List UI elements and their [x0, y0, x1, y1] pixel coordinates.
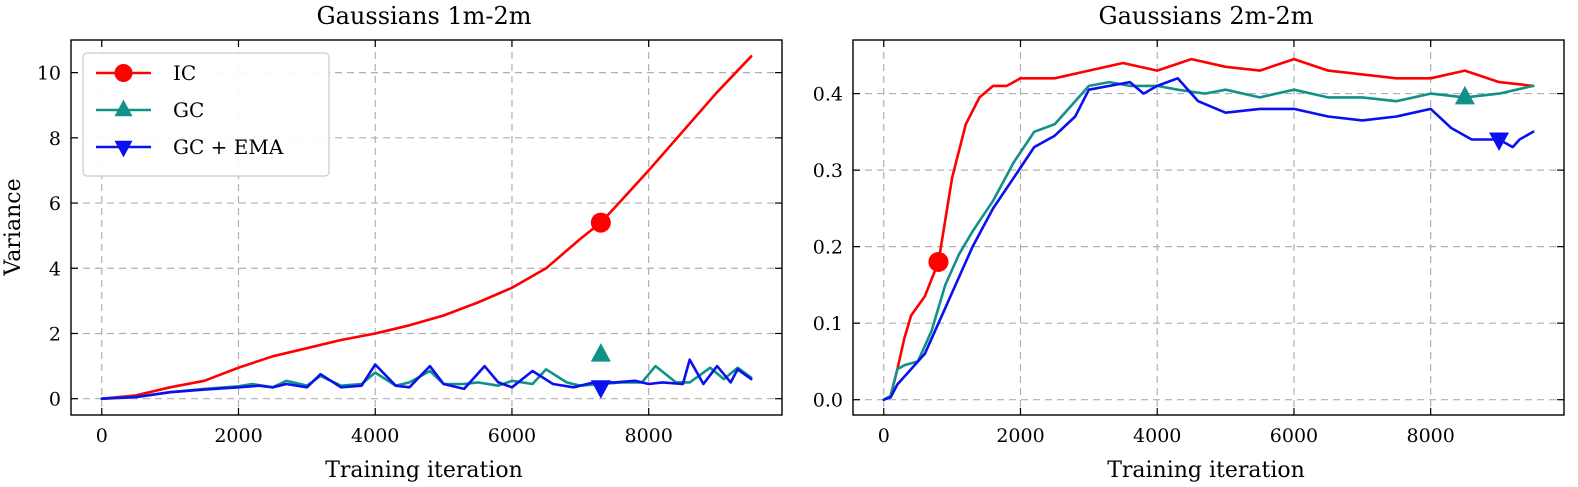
series-line [882, 57, 1535, 402]
chart-panel-left: Gaussians 1m-2m Variance Training iterat… [1, 2, 783, 483]
series-marker [1489, 132, 1510, 151]
series-marker [1454, 85, 1475, 105]
x-tick-label: 0 [878, 425, 890, 447]
grid [71, 40, 782, 415]
x-tick-label: 4000 [1133, 425, 1181, 447]
legend-label: IC [173, 61, 196, 85]
x-axis-label: Training iteration [1107, 458, 1305, 483]
legend-marker [114, 140, 133, 158]
x-tick-label: 2000 [214, 425, 262, 447]
y-tick-label: 0 [49, 389, 61, 411]
y-axis-label: Variance [1, 178, 26, 276]
grid [853, 40, 1564, 415]
x-tick-label: 6000 [1270, 425, 1318, 447]
series-line [882, 77, 1535, 402]
tick-group: 0 2000 4000 6000 8000 0 2 4 6 8 10 [37, 40, 782, 447]
y-tick-label: 6 [49, 193, 61, 215]
y-tick-label: 0.4 [813, 84, 843, 106]
y-tick-label: 4 [49, 258, 61, 280]
x-tick-label: 2000 [996, 425, 1044, 447]
chart-title: Gaussians 2m-2m [1098, 2, 1313, 30]
legend: IC GC GC + EMA [82, 52, 330, 177]
series-group [100, 54, 753, 401]
x-axis-label: Training iteration [325, 458, 523, 483]
x-tick-label: 4000 [351, 425, 399, 447]
series-group [882, 57, 1535, 402]
series-marker [590, 380, 611, 399]
plot-frame [70, 39, 783, 416]
marker-group [928, 85, 1510, 272]
series-marker [590, 343, 611, 362]
legend-label: GC + EMA [173, 135, 284, 159]
chart-panel-right: Gaussians 2m-2m Training iteration 0 2000… [813, 2, 1565, 483]
y-tick-label: 2 [49, 323, 61, 345]
plot-frame [852, 39, 1565, 416]
series-line [100, 54, 753, 401]
x-tick-label: 0 [96, 425, 108, 447]
x-tick-label: 8000 [1407, 425, 1455, 447]
marker-group [590, 212, 611, 399]
legend-label: GC [173, 98, 204, 122]
x-tick-label: 6000 [488, 425, 536, 447]
y-tick-label: 0.1 [813, 313, 843, 335]
chart-title: Gaussians 1m-2m [316, 2, 531, 30]
legend-marker [114, 64, 133, 82]
y-tick-label: 10 [37, 63, 61, 85]
series-marker [590, 212, 611, 233]
series-marker [928, 251, 949, 272]
tick-group: 0 2000 4000 6000 8000 0.0 0.1 0.2 0.3 0.4 [813, 40, 1564, 447]
x-tick-label: 8000 [625, 425, 673, 447]
legend-marker [114, 99, 133, 117]
y-tick-label: 8 [49, 128, 61, 150]
y-tick-label: 0.0 [813, 390, 843, 412]
series-line [882, 80, 1535, 402]
series-line [100, 358, 753, 401]
y-tick-label: 0.3 [813, 160, 843, 182]
y-tick-label: 0.2 [813, 237, 843, 259]
legend-box [82, 52, 330, 177]
